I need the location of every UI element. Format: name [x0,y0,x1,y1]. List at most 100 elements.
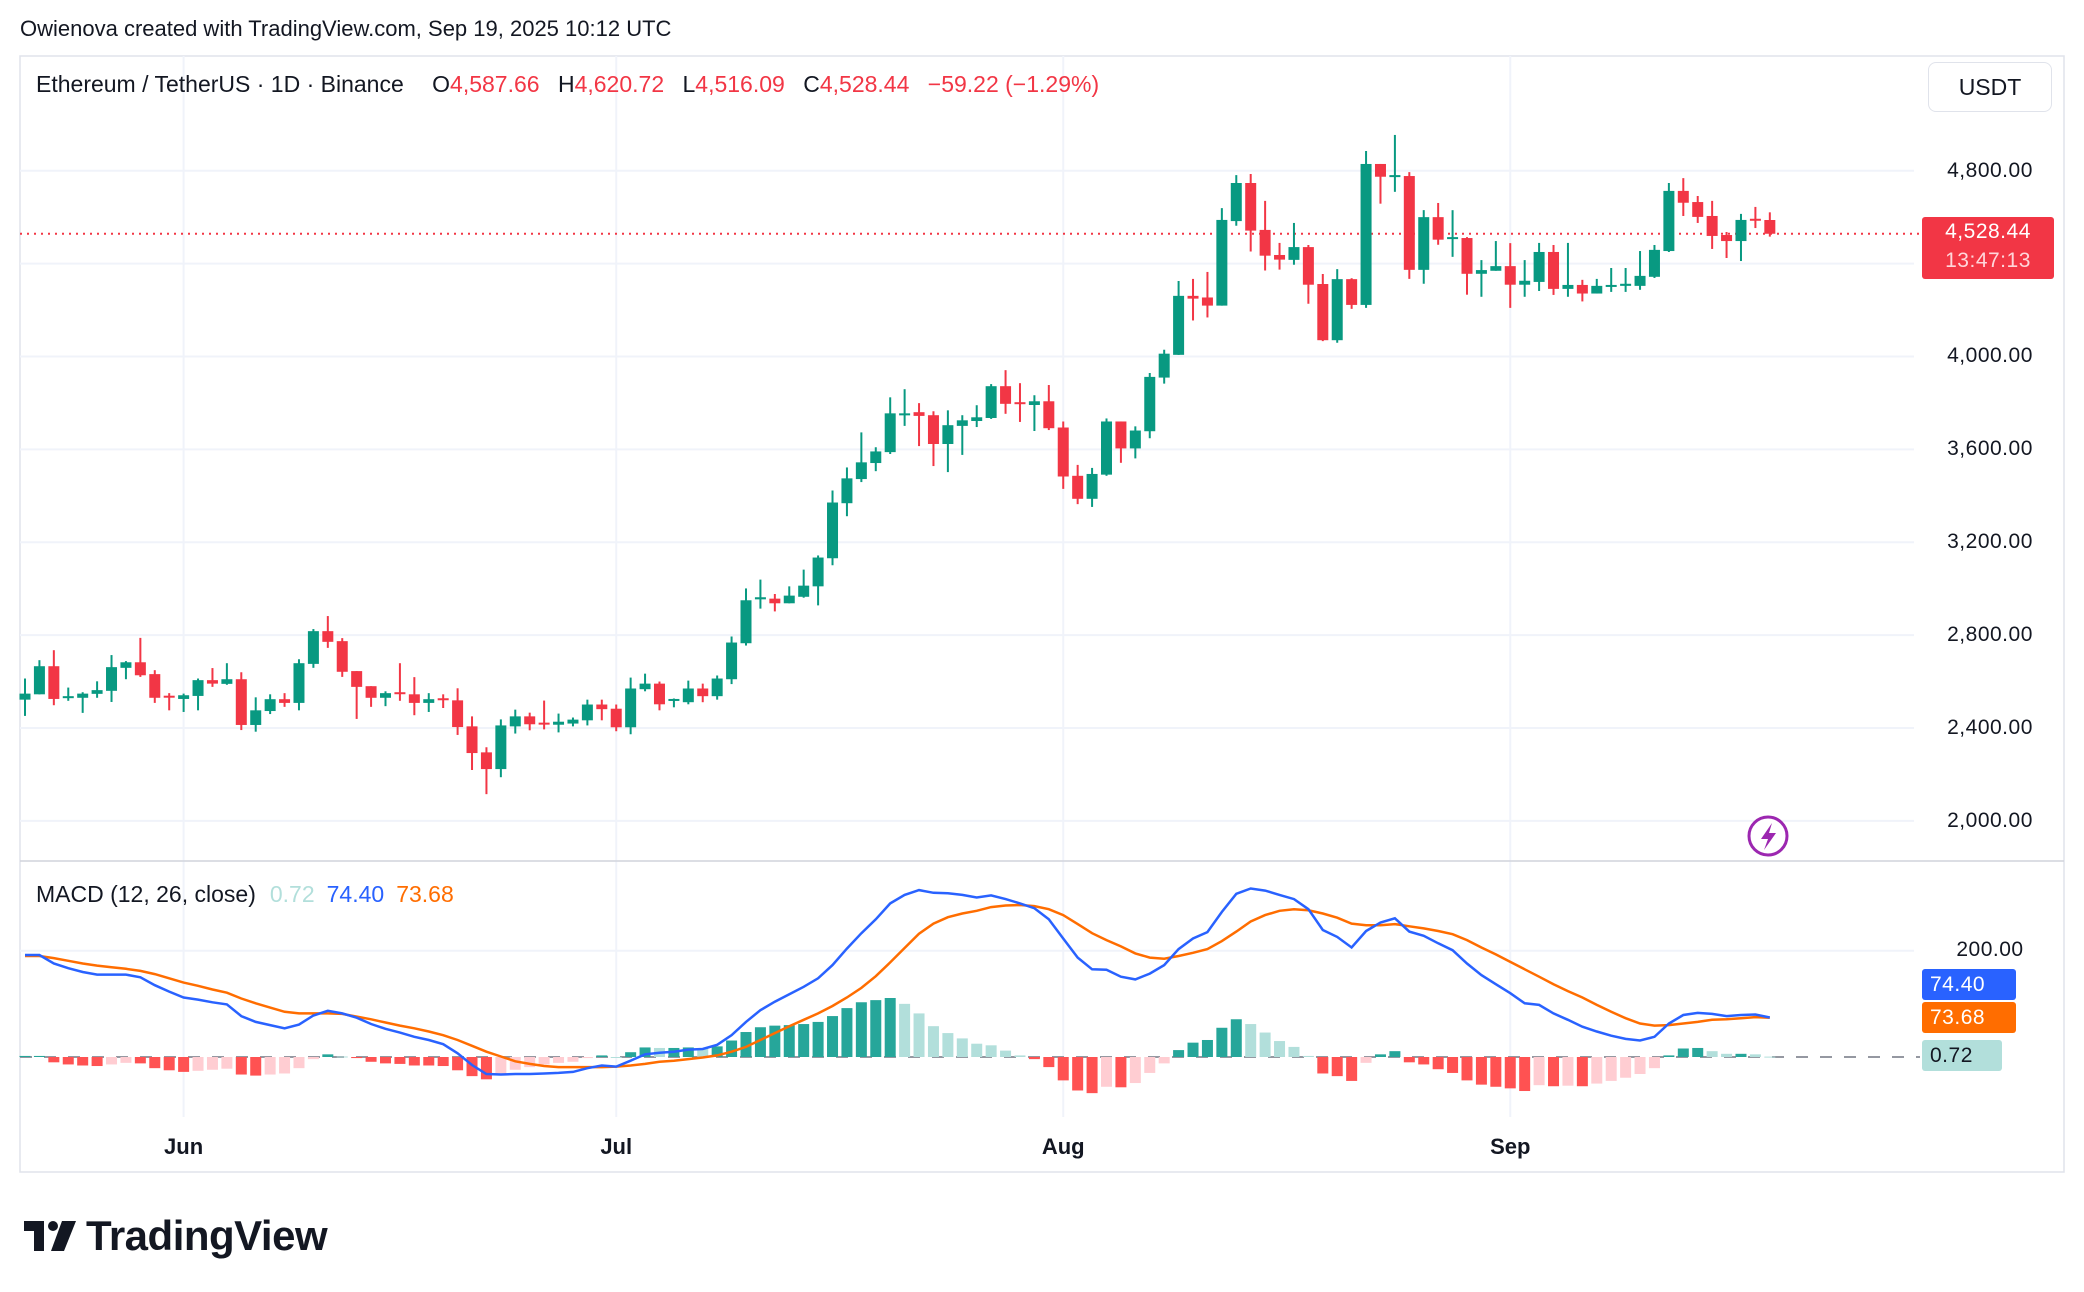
candle [1764,212,1776,237]
candle [653,681,665,711]
candle-body [1346,279,1358,305]
signal-line [25,903,1770,1069]
candle [221,663,233,685]
candle-body [423,699,435,703]
candle [106,655,118,702]
candle [1648,245,1660,278]
price-axis-label: 2,800.00 [1947,623,2033,647]
symbol-legend: Ethereum / TetherUS · 1D · Binance O4,58… [36,71,1099,98]
macd-histogram-bar [581,1057,593,1059]
macd-histogram-bar [1360,1057,1372,1063]
macd-histogram-bar [1028,1057,1040,1060]
candle-body [509,716,521,727]
candle-body [553,721,565,725]
macd-histogram-bar [1086,1057,1098,1094]
macd-histogram-bar [769,1025,781,1057]
tradingview-logo: TradingView [24,1212,328,1260]
macd-histogram-bar [942,1033,954,1057]
macd-histogram-bar [307,1057,319,1060]
candle-body [1634,275,1646,286]
macd-histogram-bar [1504,1057,1516,1089]
candle [1418,210,1430,284]
macd-histogram-bar [120,1057,132,1063]
candle [1043,385,1055,431]
macd-histogram-bar [1418,1057,1430,1065]
candle-body [754,597,766,600]
macd-histogram-bar [682,1047,694,1057]
currency-button[interactable]: USDT [1928,62,2052,112]
candle-body [408,694,420,703]
candle-body [1230,183,1242,222]
macd-histogram-bar [1576,1057,1588,1087]
candle [163,693,175,711]
macd-histogram-bar [1475,1057,1487,1085]
candle-body [1418,217,1430,270]
candle-body [1245,183,1257,231]
bar-countdown: 13:47:13 [1945,249,2031,272]
candle [610,704,622,732]
macd-histogram-bar [1389,1051,1401,1057]
candle [1374,163,1386,204]
candle-body [495,725,507,770]
candle-body [1144,376,1156,432]
macd-histogram-bar [1721,1053,1733,1057]
candle [1187,278,1199,321]
candle-body [1331,279,1343,341]
candle-body [480,752,492,770]
candle [1144,372,1156,439]
chart-frame [19,55,2065,1173]
candle-body [192,680,204,696]
candle [250,697,262,732]
candle-body [48,666,60,699]
candle-body [1677,190,1689,203]
candle [567,717,579,727]
signal-axis-label: 73.68 [1922,1002,2016,1033]
low-label: L [682,71,696,97]
candle-body [567,719,579,724]
lightning-bolt-icon[interactable] [1747,815,1789,857]
candle-body [1403,176,1415,270]
candle [1447,210,1459,257]
macd-histogram-bar [855,1002,867,1057]
candle [1504,243,1516,308]
macd-histogram-bar [1043,1057,1055,1068]
candle [1576,279,1588,302]
macd-histogram-bar [639,1047,651,1057]
candle-body [33,666,45,695]
macd-histogram-bar [740,1032,752,1057]
candle-body [711,678,723,697]
candle [279,693,291,707]
candle [480,747,492,795]
tradingview-logo-icon [24,1221,76,1251]
candle [120,661,132,680]
macd-histogram-bar [1562,1057,1574,1086]
candle [711,675,723,700]
candle-body [91,690,103,694]
macd-histogram-bar [1605,1057,1617,1081]
candle [1620,267,1632,292]
candle-body [1302,247,1314,285]
macd-histogram-bar [1374,1054,1386,1057]
candle [1274,242,1286,270]
candle-body [927,415,939,444]
candle [1115,421,1127,463]
macd-histogram-bar [77,1057,89,1066]
macd-histogram-bar [726,1040,738,1057]
candle-body [1072,475,1084,499]
candle [149,670,161,703]
candle-body [942,425,954,444]
histogram-axis-label: 0.72 [1922,1040,2002,1071]
candle-body [307,631,319,664]
candle-body [1749,218,1761,221]
candle-body [524,716,536,725]
candle-body [1562,284,1574,289]
candle [1317,274,1329,342]
macd-histogram-bar [106,1057,118,1065]
candle [812,555,824,606]
candle [365,686,377,707]
candle [639,673,651,692]
macd-histogram-bar [798,1024,810,1057]
candle [1432,202,1444,245]
high-value: 4,620.72 [574,71,665,97]
